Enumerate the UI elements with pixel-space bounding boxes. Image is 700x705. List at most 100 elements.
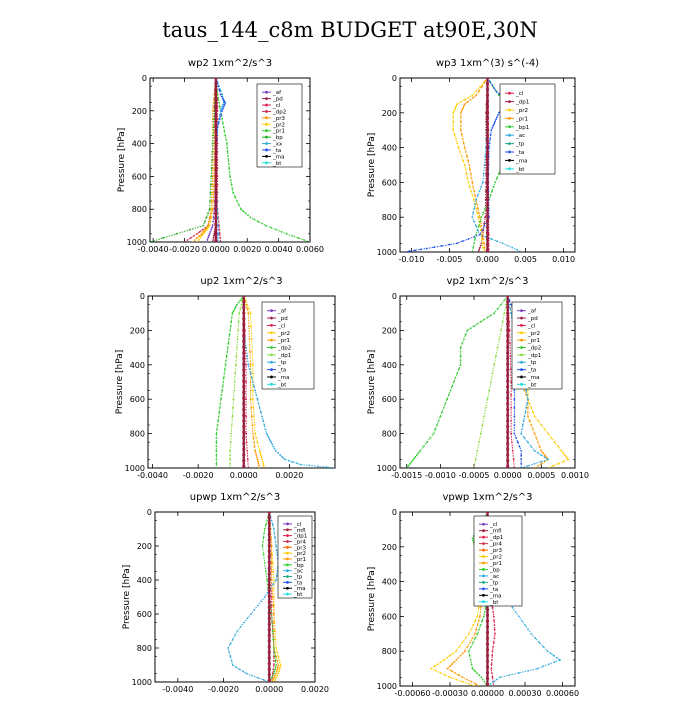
series-point — [249, 312, 252, 315]
chart-title: vp2 1xm^2/s^3 — [447, 276, 529, 287]
legend-marker — [270, 368, 273, 371]
series-point — [255, 394, 258, 396]
legend-marker — [286, 569, 289, 573]
series-point — [202, 230, 205, 233]
series-point — [222, 376, 225, 379]
series-point — [276, 659, 279, 662]
zero-marker — [506, 413, 510, 417]
series-point — [508, 674, 511, 676]
zero-marker — [506, 379, 510, 383]
series-point — [274, 668, 276, 671]
series-point — [217, 85, 220, 88]
series-point — [474, 203, 476, 206]
x-tick-label: 0.00030 — [508, 689, 541, 698]
series-point — [207, 224, 209, 227]
series-point — [210, 208, 213, 211]
series-point — [258, 449, 261, 452]
series-point — [461, 676, 464, 679]
legend-entry: _dp1 — [527, 353, 541, 359]
zero-marker — [214, 227, 218, 232]
series-point — [453, 133, 456, 136]
series-point — [246, 449, 249, 452]
series-point — [483, 680, 486, 683]
x-tick-label: 0.0020 — [275, 471, 303, 480]
series-point — [449, 654, 451, 657]
series-point — [468, 164, 471, 166]
series-point — [249, 372, 252, 375]
series-point — [456, 142, 459, 145]
chart-1: wp2 1xm^2/s^3 Pressure [hPa] 0 200 400 600 800… — [117, 58, 324, 254]
series-point — [466, 101, 469, 103]
zero-marker — [214, 195, 218, 199]
series-point — [215, 462, 218, 465]
zero-marker — [267, 600, 271, 604]
series-point — [537, 465, 539, 467]
series-point — [291, 461, 294, 463]
series-point — [219, 402, 222, 405]
legend-entry: _pd — [527, 316, 538, 322]
series-point — [272, 668, 275, 671]
series-point — [530, 632, 533, 635]
series-point — [249, 389, 252, 392]
series-point — [239, 299, 242, 302]
series-point — [215, 449, 218, 452]
zero-marker — [242, 339, 246, 343]
zero-marker — [267, 667, 271, 671]
series-point — [207, 212, 209, 215]
series-point — [436, 424, 438, 426]
series-point — [470, 177, 473, 180]
x-tick-label: 0.0060 — [296, 245, 324, 254]
series-point — [252, 406, 255, 409]
series-point — [465, 172, 468, 175]
series-point — [471, 667, 474, 670]
series-point — [530, 424, 533, 426]
series-point — [273, 651, 276, 654]
legend-entry: _ma — [489, 593, 501, 599]
legend-marker — [482, 535, 485, 539]
legend-entry: _af — [272, 90, 282, 96]
zero-marker — [214, 217, 218, 221]
series-point — [469, 327, 472, 330]
series-point — [521, 424, 524, 426]
series-point — [497, 114, 499, 116]
series-point — [473, 235, 476, 238]
legend-marker — [520, 382, 523, 386]
series-point — [553, 661, 556, 663]
zero-marker — [485, 625, 490, 629]
series-point — [308, 464, 311, 467]
series-point — [459, 654, 462, 657]
series-point — [272, 583, 275, 586]
chart-title: wp3 1xm^(3) s^(-4) — [436, 58, 539, 69]
series-point — [557, 445, 560, 448]
series-point — [250, 415, 253, 418]
y-axis-label: Pressure [hPa] — [367, 133, 377, 198]
series-point — [279, 454, 282, 456]
zero-marker — [506, 430, 510, 434]
series-point — [483, 611, 486, 613]
series-point — [547, 663, 550, 666]
zero-marker — [485, 133, 490, 137]
zero-marker — [506, 317, 510, 321]
series-point — [460, 111, 462, 114]
legend-entry: _ma — [527, 375, 539, 381]
series-point — [218, 411, 221, 413]
series-point — [198, 230, 201, 233]
zero-marker — [506, 305, 510, 309]
y-tick-label: 800 — [130, 430, 145, 439]
series-point — [481, 424, 484, 426]
series-point — [511, 246, 514, 249]
legend-entry: _ma — [515, 158, 527, 164]
zero-marker — [506, 419, 510, 423]
series-point — [208, 224, 211, 227]
zero-marker — [485, 78, 490, 80]
chart-2: wp3 1xm^(3) s^(-4) Pressure [hPa] 0 200 400 6… — [367, 58, 576, 264]
legend-marker — [265, 142, 268, 145]
series-point — [193, 239, 196, 241]
zero-marker — [485, 665, 490, 669]
legend-entry: _pr2 — [277, 331, 290, 337]
series-point — [270, 562, 273, 564]
zero-marker — [242, 419, 246, 423]
series-point — [482, 181, 484, 184]
y-tick-label: 0 — [147, 508, 152, 517]
x-tick-label: 0.0005 — [527, 471, 555, 480]
